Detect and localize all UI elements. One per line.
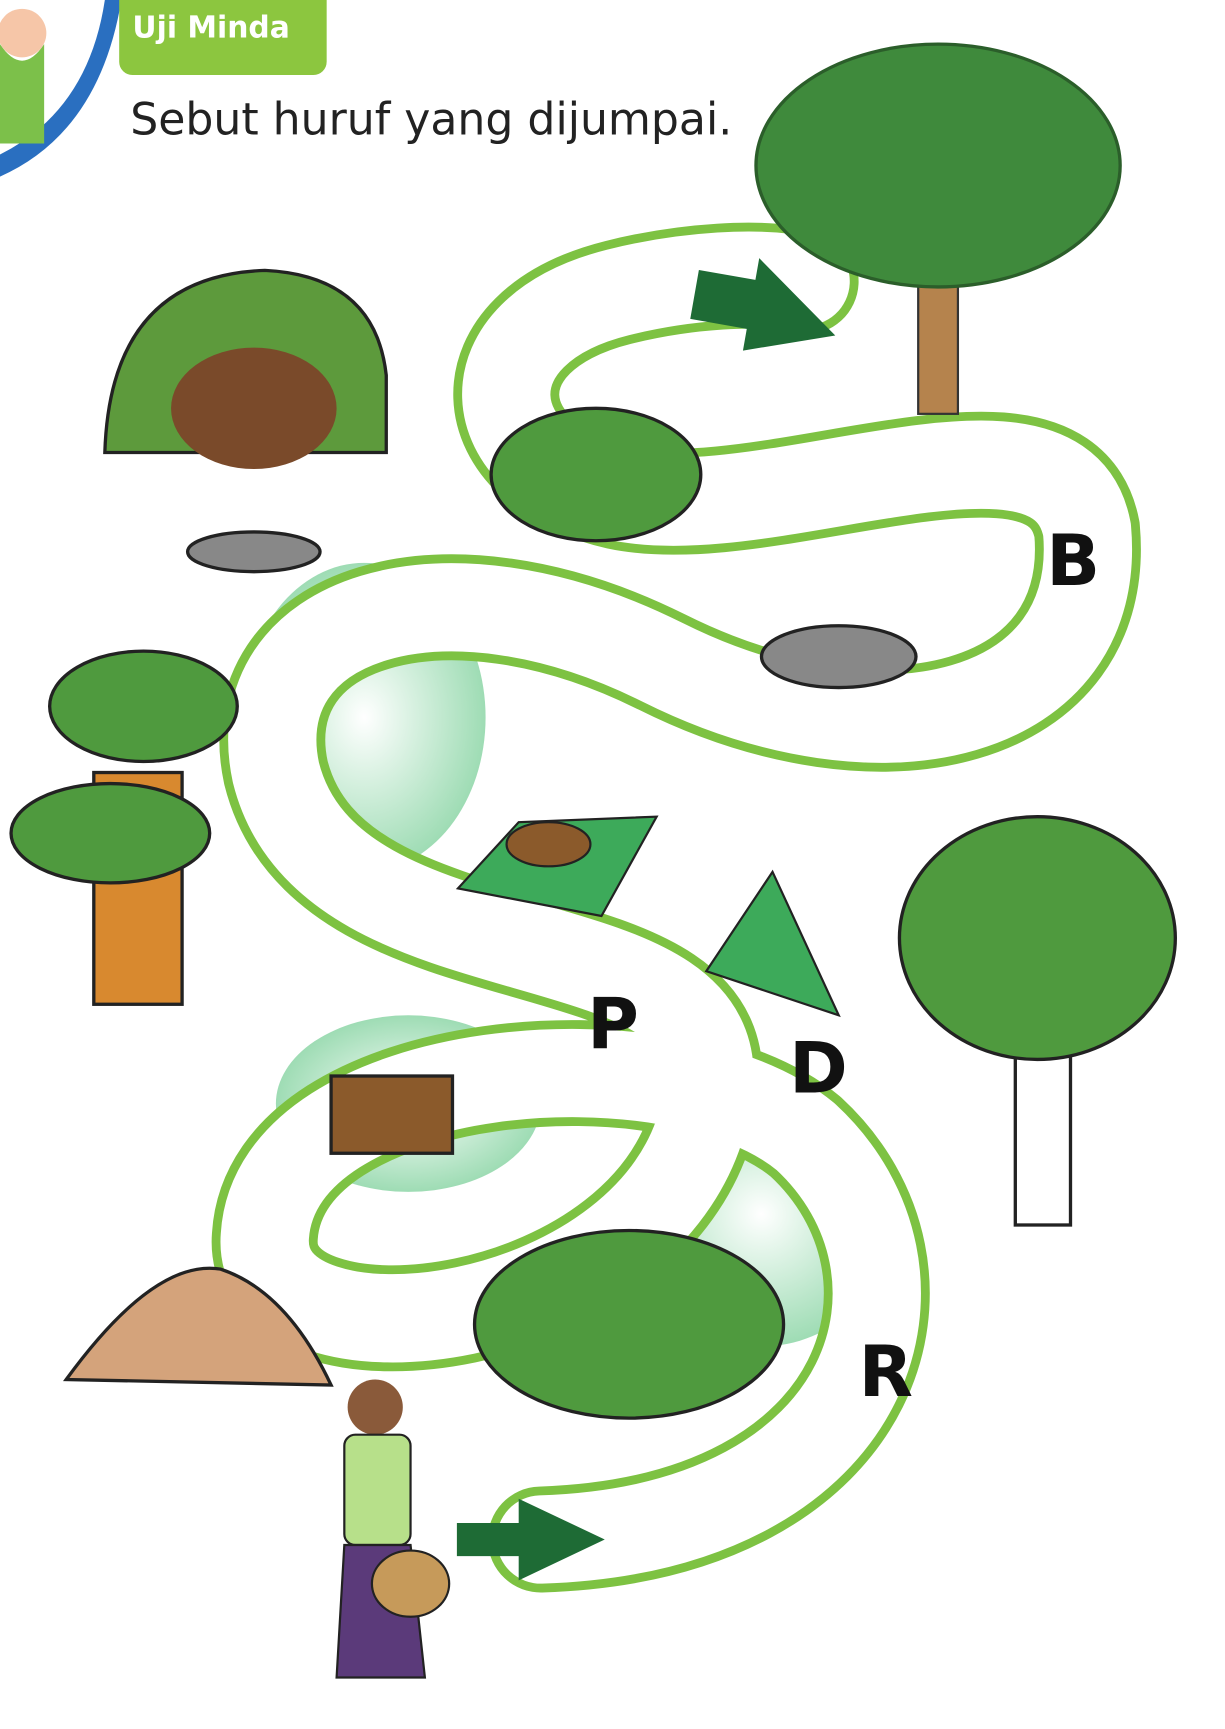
maze-letter: D <box>789 1027 848 1110</box>
stump <box>331 1076 452 1153</box>
tree-crown <box>899 817 1175 1060</box>
rock <box>188 532 320 572</box>
avatar-face <box>0 9 46 58</box>
instruction: Sebut huruf yang dijumpai. <box>130 95 732 146</box>
badge-text: Uji Minda <box>132 11 289 46</box>
maze-illustration: Uji Minda Sebut huruf yang dijumpai. B P… <box>0 0 1225 1729</box>
maze-letter: B <box>1046 519 1100 602</box>
tree-crown <box>756 44 1120 287</box>
maze-letter: R <box>859 1330 913 1413</box>
worksheet-page: Uji Minda Sebut huruf yang dijumpai. B P… <box>0 0 1225 1729</box>
basket <box>372 1551 449 1617</box>
bush <box>491 408 701 540</box>
rock <box>761 626 916 688</box>
mushroom <box>507 822 591 866</box>
girl-shirt <box>344 1435 410 1545</box>
maze-letter: P <box>587 982 639 1065</box>
tree-crown <box>50 651 238 761</box>
girl-head <box>348 1380 403 1435</box>
tree-crown <box>11 784 210 883</box>
cave-mouth <box>171 348 337 469</box>
bush <box>475 1231 784 1419</box>
